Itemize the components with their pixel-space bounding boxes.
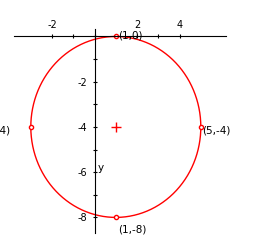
Text: y: y xyxy=(98,163,104,173)
Text: (1,0): (1,0) xyxy=(118,30,142,40)
Text: (-3,-4): (-3,-4) xyxy=(0,125,10,135)
Text: (1,-8): (1,-8) xyxy=(118,225,146,235)
Text: (5,-4): (5,-4) xyxy=(202,125,230,135)
